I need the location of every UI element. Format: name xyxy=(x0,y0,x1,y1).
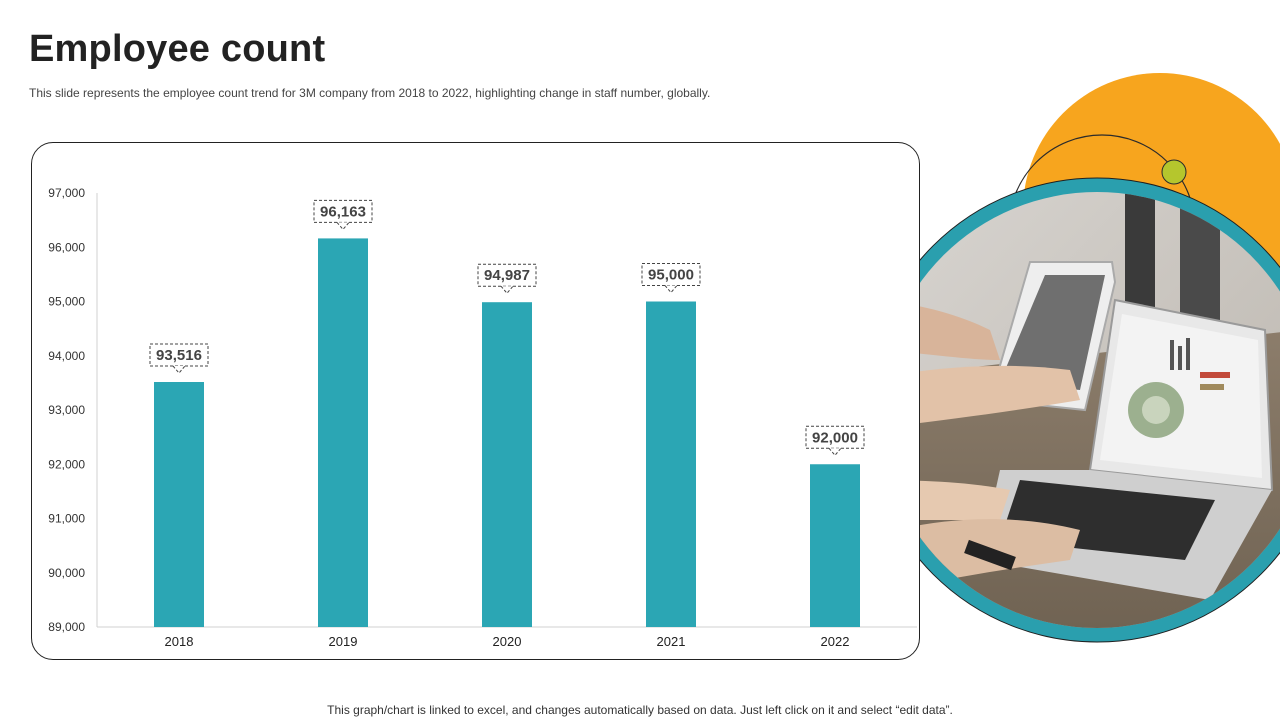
y-tick-label: 93,000 xyxy=(48,403,85,417)
y-tick-label: 96,000 xyxy=(48,240,85,254)
bar-2022 xyxy=(810,464,860,627)
bar-chart[interactable]: 89,000 90,000 91,000 92,000 93,000 94,000 95,0… xyxy=(32,143,920,660)
chart-card[interactable]: 89,000 90,000 91,000 92,000 93,000 94,000 95,0… xyxy=(31,142,920,660)
y-tick-label: 89,000 xyxy=(48,620,85,634)
y-tick-label: 97,000 xyxy=(48,186,85,200)
bar-2018 xyxy=(154,382,204,627)
y-tick-label: 94,000 xyxy=(48,349,85,363)
x-tick-label: 2020 xyxy=(493,634,522,649)
data-label: 96,163 xyxy=(320,203,366,220)
laptop-photo xyxy=(879,192,1280,628)
data-label-box xyxy=(313,199,373,223)
y-tick-label: 95,000 xyxy=(48,295,85,309)
y-tick-label: 91,000 xyxy=(48,512,85,526)
green-dot xyxy=(1161,159,1187,185)
x-tick-label: 2019 xyxy=(329,634,358,649)
bar-2020 xyxy=(482,302,532,627)
data-label-pointer xyxy=(172,365,186,374)
page-title: Employee count xyxy=(29,28,326,70)
x-tick-label: 2021 xyxy=(657,634,686,649)
y-tick-label: 90,000 xyxy=(48,566,85,580)
data-label: 94,987 xyxy=(484,267,530,284)
data-label-pointer xyxy=(500,285,514,294)
data-label-box xyxy=(477,263,537,287)
data-label-pointer xyxy=(336,222,350,231)
footer-note: This graph/chart is linked to excel, and… xyxy=(327,703,953,717)
data-label-box xyxy=(641,263,701,286)
x-tick-label: 2022 xyxy=(821,634,850,649)
data-label-box xyxy=(805,425,865,449)
page-subtitle: This slide represents the employee count… xyxy=(29,86,711,100)
bar-2019 xyxy=(318,238,368,627)
y-tick-label: 92,000 xyxy=(48,457,85,471)
data-label-pointer xyxy=(664,285,678,294)
data-label: 93,516 xyxy=(156,347,202,364)
x-tick-label: 2018 xyxy=(165,634,194,649)
data-label-box xyxy=(149,343,209,367)
data-label: 95,000 xyxy=(648,267,694,284)
data-label: 92,000 xyxy=(812,429,858,446)
bar-2021 xyxy=(646,301,696,627)
data-label-pointer xyxy=(828,447,842,457)
